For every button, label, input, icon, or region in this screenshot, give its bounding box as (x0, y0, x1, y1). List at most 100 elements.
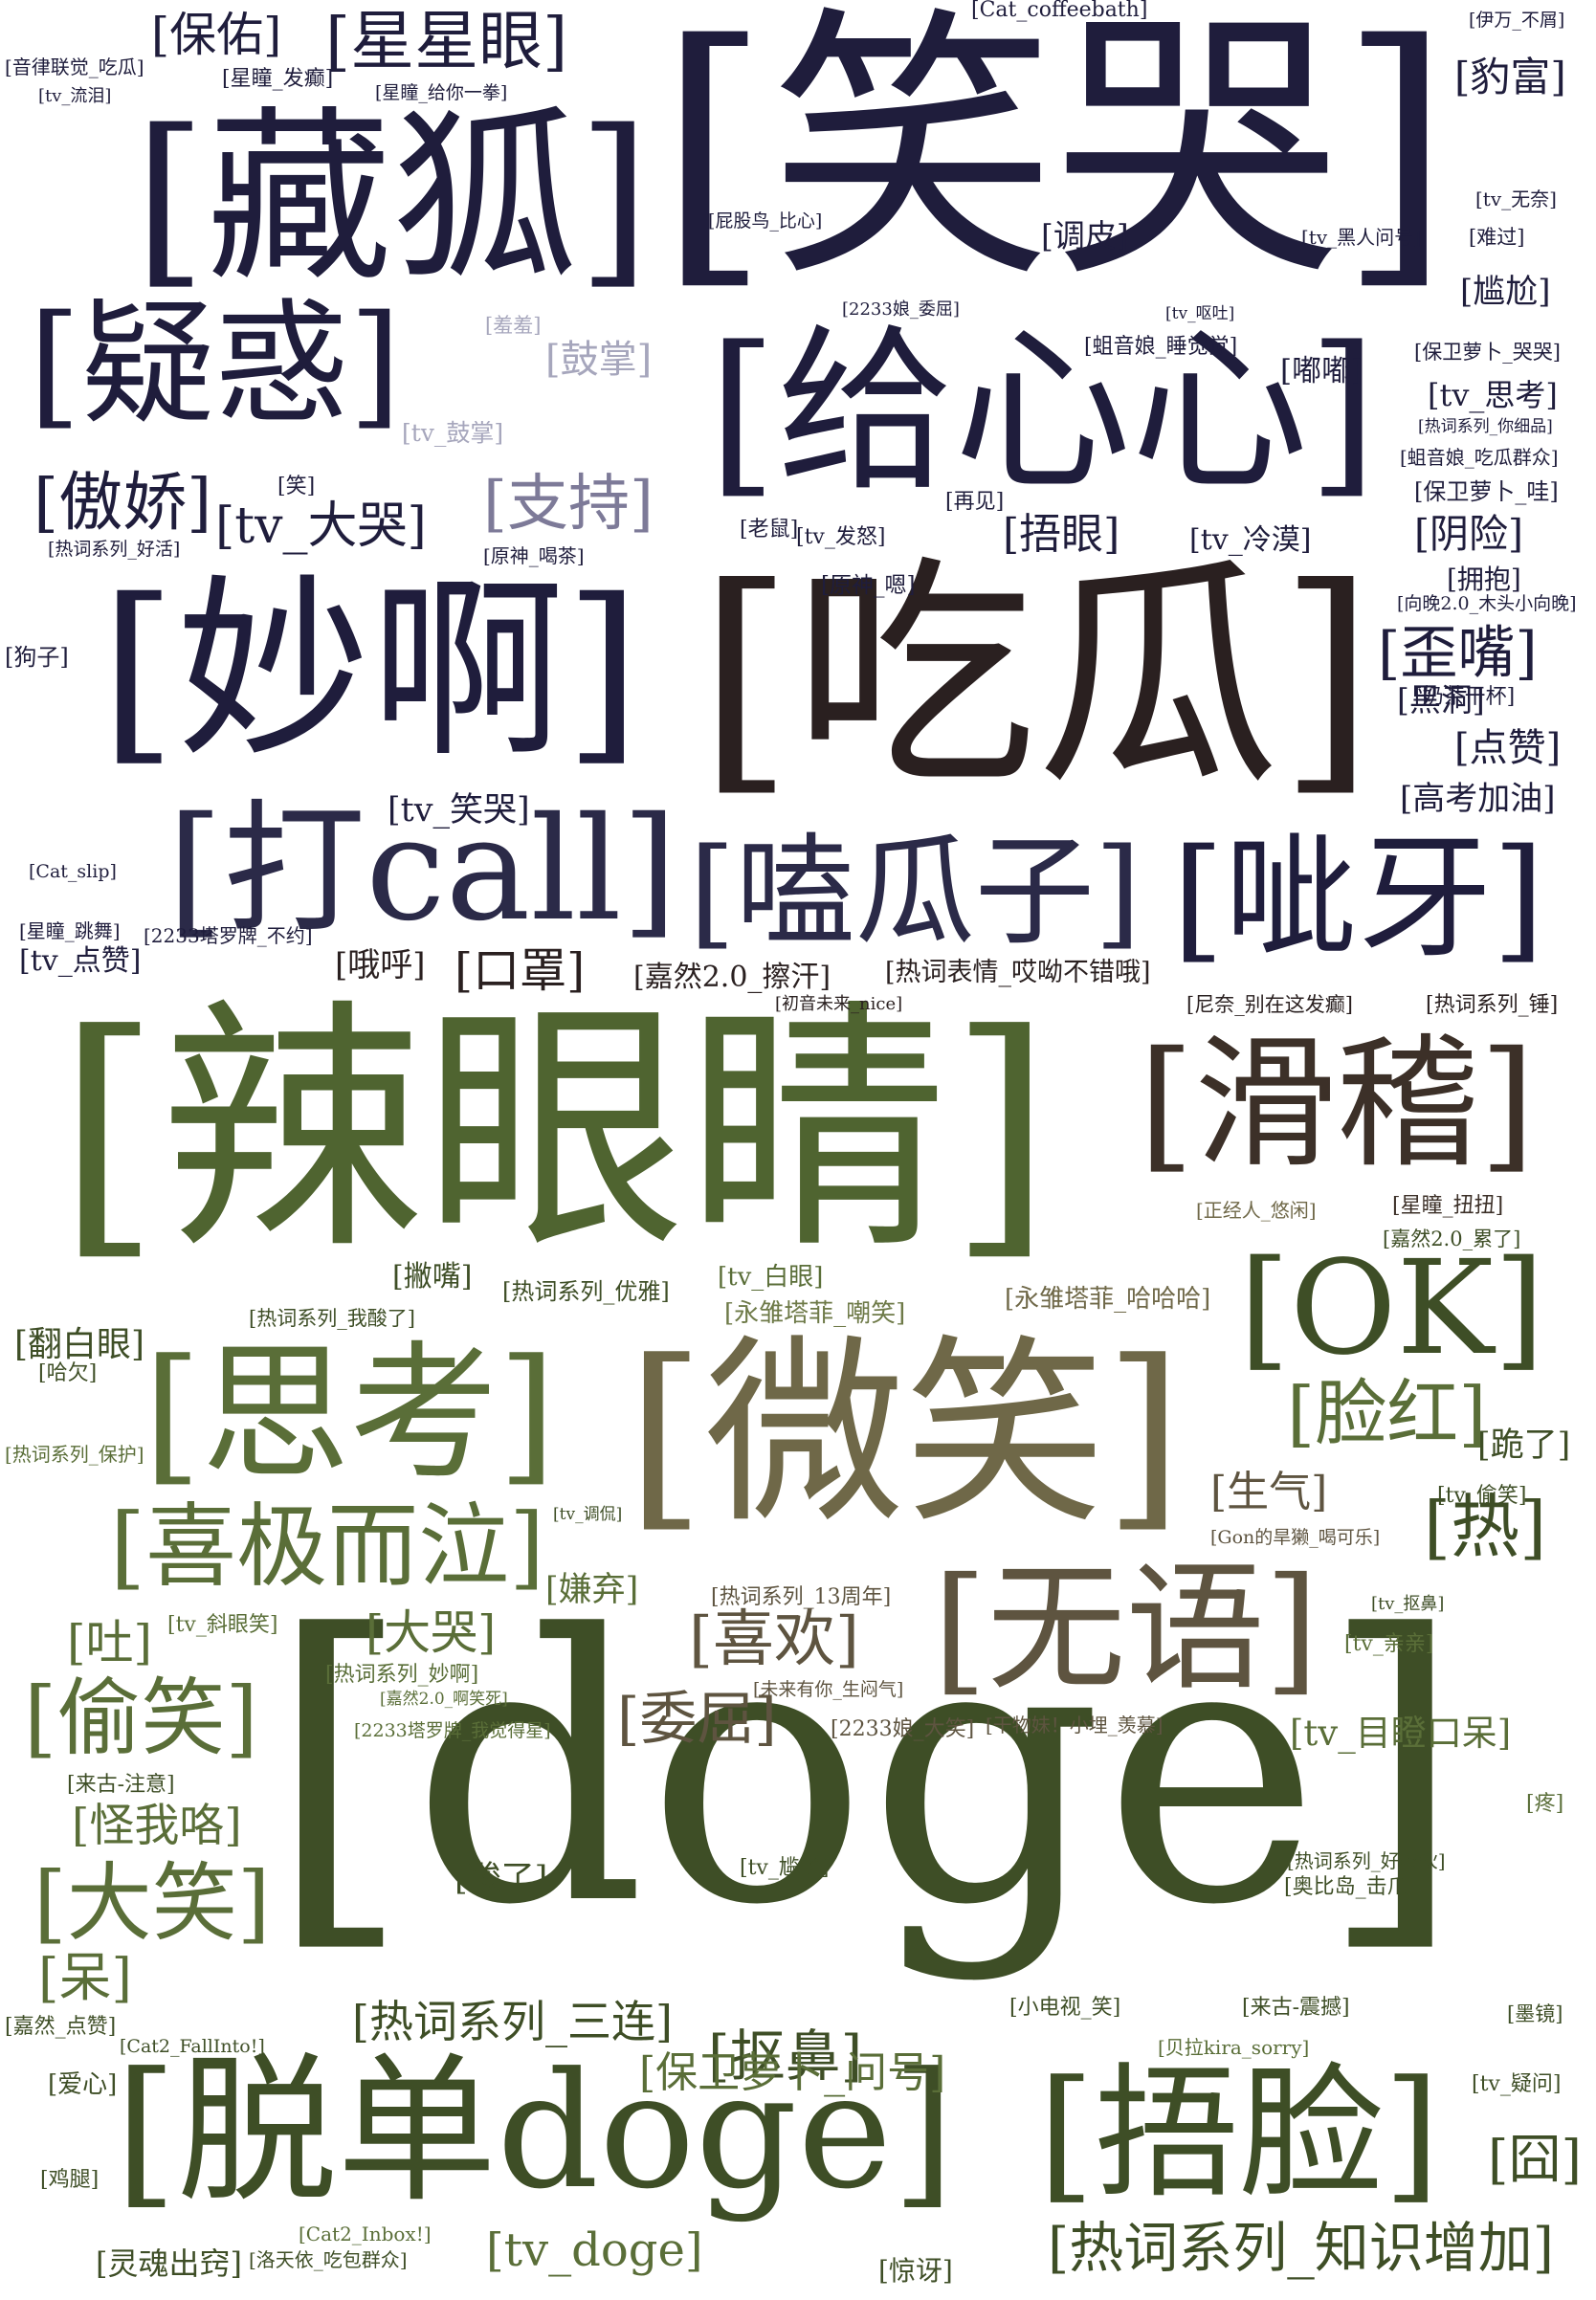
word-ganga: [尴尬] (1460, 273, 1551, 311)
word-baoyou: [保佑] (151, 8, 282, 62)
word-wulian: [捂脸] (1038, 2049, 1440, 2218)
word-re: [热] (1424, 1487, 1547, 1567)
word-lianhong: [脸红] (1287, 1371, 1487, 1455)
word-jiaran-cahan: [嘉然2.0_擦汗] (633, 961, 831, 994)
word-tv-xiaoku: [tv_笑哭] (388, 791, 530, 829)
word-zhishizengjia: [热词系列_知识增加] (1048, 2217, 1554, 2280)
word-xiaoku: [笑哭] (658, 0, 1452, 316)
word-zhichi: [支持] (483, 469, 654, 540)
word-baohu: [热词系列_保护] (5, 1443, 144, 1466)
word-cat2-fallinto: [Cat2_FallInto!] (120, 2036, 265, 2057)
word-jiaran-leile: [嘉然2.0_累了] (1383, 1227, 1521, 1250)
word-huaji: [滑稽] (1139, 1022, 1536, 1187)
word-fanbaiyan: [翻白眼] (14, 1325, 145, 1364)
word-weiqu: [委屈] (617, 1686, 777, 1753)
word-yuanshen-hecha: [原神_喝茶] (483, 544, 585, 567)
word-daxiao: [大笑] (33, 1853, 271, 1953)
word-touxiao: [偷笑] (24, 1669, 258, 1767)
word-xianqi: [嫌弃] (545, 1571, 639, 1609)
word-zaijian: [再见] (945, 490, 1005, 514)
word-heidong: [黑洞] (1397, 681, 1485, 719)
word-xiaodianshi-xiao: [小电视_笑] (1009, 1996, 1121, 2020)
word-mojing: [墨镜] (1507, 2002, 1563, 2025)
word-tv-heirenwenhao: [tv_黑人问号] (1301, 226, 1421, 249)
word-teng: [疼] (1526, 1792, 1564, 1816)
word-jiaran-axiaosi: [嘉然2.0_啊笑死] (380, 1690, 508, 1709)
word-geixinxin: [给心心] (708, 308, 1378, 515)
word-tv-koubi: [tv_抠鼻] (1371, 1594, 1445, 1614)
word-yinlvlianjue-chigua: [音律联觉_吃瓜] (5, 55, 144, 78)
word-wosuanle: [热词系列_我酸了] (249, 1307, 415, 1330)
word-laoshu: [老鼠] (740, 518, 799, 542)
word-laigu-zhenhan: [来古-震撼] (1242, 1996, 1350, 2020)
word-beila-sorry: [贝拉kira_sorry] (1158, 2036, 1310, 2059)
word-koubi: [抠鼻] (708, 2024, 863, 2089)
word-dacall: [打call] (167, 787, 677, 953)
word-nanguo: [难过] (1469, 226, 1525, 249)
word-xiao: [笑] (277, 475, 316, 498)
word-tv-mudengkoudai: [tv_目瞪口呆] (1290, 1713, 1512, 1754)
word-miku-nice: [初音未来_nice] (775, 994, 903, 1014)
word-xijierqi: [喜极而泣] (110, 1494, 545, 1600)
word-tv-touxiao: [tv_偷笑] (1437, 1484, 1527, 1508)
word-tv-dianzan: [tv_点赞] (19, 944, 142, 978)
word-keguazi: [嗑瓜子] (689, 823, 1142, 962)
word-doge: [doge] (268, 1558, 1464, 1985)
word-tv-daku: [tv_大哭] (215, 498, 427, 555)
word-cat-slip: [Cat_slip] (29, 861, 117, 882)
word-aixin: [爱心] (48, 2070, 118, 2099)
word-gon-hekele: [Gon的旱獭_喝可乐] (1210, 1527, 1381, 1548)
word-taffy-hahaha: [永雏塔菲_哈哈哈] (1005, 1285, 1211, 1314)
word-miaoa-reci: [热词系列_妙啊] (325, 1663, 479, 1687)
word-tiaopi: [调皮] (1041, 217, 1129, 254)
word-guile: [跪了] (1477, 1426, 1571, 1465)
word-2233-daxiao: [2233娘_大笑] (831, 1717, 975, 1741)
word-xingtong-fadian: [星瞳_发癫] (222, 67, 334, 91)
word-guaiwoluo: [怪我咯] (72, 1800, 242, 1852)
word-laigu-zhuyi: [来古-注意] (67, 1773, 175, 1797)
word-tv-yiwen: [tv_疑问] (1472, 2072, 1562, 2096)
word-ok: [OK] (1239, 1233, 1545, 1384)
word-weixiao: [微笑] (627, 1318, 1184, 1551)
word-youya: [热词系列_优雅] (502, 1278, 670, 1305)
word-tv-baiyan: [tv_白眼] (718, 1263, 824, 1292)
word-tv-qinqin: [tv_亲亲] (1344, 1632, 1434, 1656)
word-luotianyi: [洛天依_吃包群众] (249, 2248, 408, 2271)
word-miaoa: [妙啊] (100, 558, 641, 784)
word-tv-outu: [tv_呕吐] (1165, 304, 1235, 323)
word-jiaran-dianzan: [嘉然_点赞] (5, 2015, 117, 2039)
word-daku: [大哭] (366, 1605, 497, 1660)
word-tv-wunai: [tv_无奈] (1475, 188, 1557, 210)
word-canghu: [藏狐] (134, 90, 651, 306)
word-suanle: [酸了] (454, 1860, 548, 1898)
word-chiguaqunzhong: [蛆音娘_吃瓜群众] (1400, 446, 1559, 469)
word-tv-doge: [tv_doge] (486, 2223, 703, 2277)
word-chigua: [吃瓜] (698, 535, 1375, 818)
word-kouzhao: [口罩] (454, 943, 586, 998)
word-xingxingyan: [星星眼] (325, 4, 568, 78)
word-2233-buyue: [2233塔罗牌_不约] (144, 924, 313, 947)
word-tv-liulei: [tv_流泪] (38, 86, 112, 106)
word-sanlian: [热词系列_三连] (352, 1996, 673, 2047)
word-jitui: [鸡腿] (40, 2168, 100, 2192)
word-tuodan-doge: [脱单doge] (115, 2039, 955, 2224)
word-baoweiluobo-wa: [保卫萝卜_哇] (1414, 478, 1559, 505)
word-haohuo: [热词系列_好活] (48, 539, 181, 560)
word-baoweiluobo-wenhao: [保卫萝卜_问号] (639, 2048, 946, 2097)
word-xiaomai-xianmu: [干物妹！小埋_羡慕] (986, 1714, 1164, 1736)
word-yinxian: [阴险] (1414, 511, 1523, 557)
word-gouzi: [狗子] (5, 644, 69, 671)
word-guzhang: [鼓掌] (545, 338, 653, 382)
word-tv-fanu: [tv_发怒] (796, 525, 886, 549)
word-aojiao: [傲娇] (33, 465, 212, 540)
word-tu: [吐] (67, 1615, 153, 1670)
word-haojiahuo: [热词系列_好家伙] (1287, 1849, 1446, 1872)
word-dudu: [嘟嘟] (1280, 354, 1363, 388)
word-piguniao-bixin: [屁股鸟_比心] (708, 210, 823, 232)
word-haqian: [哈欠] (38, 1361, 98, 1385)
word-gaokaojiayou: [高考加油] (1400, 780, 1556, 818)
word-tv-sikao: [tv_思考] (1428, 377, 1558, 413)
word-shengqi: [生气] (1210, 1468, 1328, 1516)
word-piezui: [撇嘴] (392, 1260, 473, 1294)
